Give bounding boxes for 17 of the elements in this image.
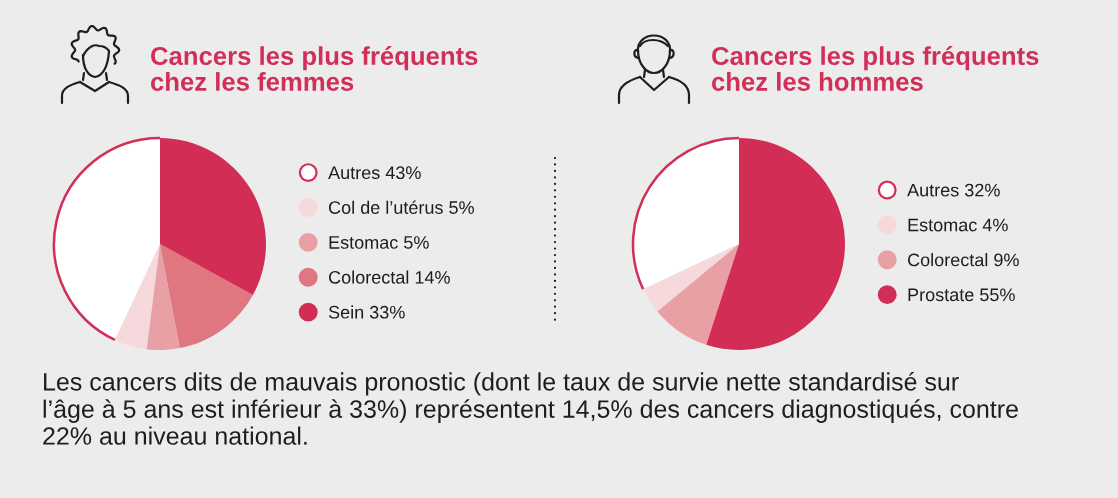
legend-label: Estomac 4% [908, 218, 1008, 232]
pie-slice [657, 244, 739, 345]
legend-label: Col de l’utérus 5% [329, 200, 474, 214]
legend-label: Colorectal 14% [329, 270, 450, 284]
pie-slice [160, 244, 253, 349]
text: Les cancers dits de mauvais pronostic (dont le taux de survie nette standardisé sur l’âge à 5 ans est inférieur à 33%) représentent 14,5% des cancers diagnostiqués, contre 22% au niveau national. [43, 372, 1018, 445]
legend-label: Autres 32% [907, 183, 1000, 197]
chart-title: Cancers les plus fréquents chez les femmes [151, 46, 478, 91]
legend-label: Estomac 5% [329, 236, 429, 249]
legend-label: Autres 43% [328, 166, 421, 180]
legend-label: Colorectal 9% [908, 253, 1019, 267]
legend-label: Prostate 55% [908, 288, 1015, 302]
pie-slice [643, 244, 739, 312]
chart-title: Cancers les plus fréquents chez les hommes [712, 46, 1039, 91]
pie-slice [114, 244, 160, 350]
pie-slice [146, 244, 180, 350]
legend-label: Sein 33% [328, 305, 405, 319]
